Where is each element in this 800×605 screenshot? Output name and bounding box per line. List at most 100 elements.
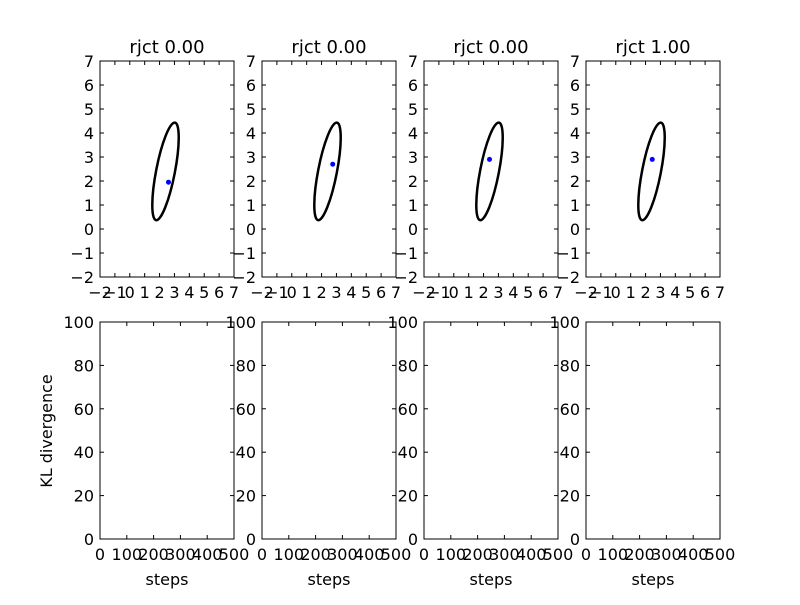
y-tick-label: 7 (84, 52, 94, 71)
ellipse-contour (151, 121, 180, 222)
y-tick-label: 80 (236, 356, 256, 375)
y-tick-label: 7 (246, 52, 256, 71)
x-tick-label: 100 (436, 545, 467, 564)
x-tick-label: 3 (331, 283, 341, 302)
ellipse-contour (637, 121, 666, 222)
x-tick-label: 1 (302, 283, 312, 302)
x-tick-label: −2 (88, 283, 112, 302)
y-tick-label: 6 (408, 76, 418, 95)
y-tick-label: 60 (560, 400, 580, 419)
y-tick-label: −2 (70, 268, 94, 287)
x-tick-label: 0 (287, 283, 297, 302)
x-tick-label: 3 (655, 283, 665, 302)
x-tick-label: 0 (611, 283, 621, 302)
y-tick-label: 3 (84, 148, 94, 167)
y-tick-label: 5 (246, 100, 256, 119)
x-tick-label: 200 (300, 545, 331, 564)
x-axis-label: steps (470, 570, 513, 589)
x-tick-label: 7 (553, 283, 563, 302)
y-tick-label: 4 (246, 124, 256, 143)
x-tick-label: 0 (581, 545, 591, 564)
x-tick-label: −2 (412, 283, 436, 302)
subplot-title: rjct 0.00 (291, 37, 366, 58)
x-tick-label: 5 (361, 283, 371, 302)
x-tick-label: −1 (589, 283, 613, 302)
y-tick-label: 40 (398, 443, 418, 462)
x-tick-label: 300 (165, 545, 196, 564)
x-tick-label: 6 (376, 283, 386, 302)
x-axis-label: steps (632, 570, 675, 589)
y-tick-label: 6 (246, 76, 256, 95)
y-tick-label: 100 (225, 313, 256, 332)
x-tick-label: 4 (508, 283, 518, 302)
y-tick-label: 20 (74, 487, 94, 506)
x-tick-label: 400 (354, 545, 385, 564)
data-point (330, 161, 336, 167)
x-tick-label: 6 (538, 283, 548, 302)
y-tick-label: 5 (84, 100, 94, 119)
axes-frame (99, 321, 235, 540)
y-tick-label: 4 (570, 124, 580, 143)
axes-frame (585, 321, 721, 540)
x-tick-label: 4 (670, 283, 680, 302)
x-tick-label: 2 (154, 283, 164, 302)
x-tick-label: 6 (214, 283, 224, 302)
y-tick-label: 80 (74, 356, 94, 375)
x-tick-label: 500 (381, 545, 412, 564)
y-tick-label: 40 (560, 443, 580, 462)
y-tick-label: 2 (84, 172, 94, 191)
x-axis-label: steps (146, 570, 189, 589)
x-tick-label: 1 (140, 283, 150, 302)
y-tick-label: 4 (408, 124, 418, 143)
x-tick-label: −2 (574, 283, 598, 302)
data-point (487, 156, 493, 162)
x-tick-label: 100 (112, 545, 143, 564)
axes-frame (99, 60, 235, 278)
y-tick-label: 0 (408, 220, 418, 239)
x-tick-label: −2 (250, 283, 274, 302)
y-axis-label: KL divergence (37, 374, 56, 487)
x-tick-label: 400 (678, 545, 709, 564)
y-tick-label: 60 (236, 400, 256, 419)
x-tick-label: 0 (419, 545, 429, 564)
y-tick-label: 2 (570, 172, 580, 191)
x-tick-label: 4 (346, 283, 356, 302)
x-tick-label: 100 (274, 545, 305, 564)
y-tick-label: 40 (74, 443, 94, 462)
subplot-title: rjct 1.00 (615, 37, 690, 58)
x-tick-label: 1 (626, 283, 636, 302)
y-tick-label: 80 (398, 356, 418, 375)
x-tick-label: 2 (640, 283, 650, 302)
x-tick-label: 2 (478, 283, 488, 302)
y-tick-label: 1 (570, 196, 580, 215)
x-tick-label: 400 (192, 545, 223, 564)
y-tick-label: 0 (246, 220, 256, 239)
x-tick-label: 5 (685, 283, 695, 302)
x-tick-label: 1 (464, 283, 474, 302)
x-tick-label: 500 (219, 545, 250, 564)
x-tick-label: 5 (523, 283, 533, 302)
x-tick-label: 0 (257, 545, 267, 564)
y-tick-label: −1 (70, 244, 94, 263)
y-tick-label: 3 (408, 148, 418, 167)
y-tick-label: 6 (84, 76, 94, 95)
y-tick-label: 0 (570, 220, 580, 239)
x-tick-label: 300 (651, 545, 682, 564)
ellipse-contour (313, 121, 342, 222)
y-tick-label: 60 (398, 400, 418, 419)
x-tick-label: 7 (229, 283, 239, 302)
y-tick-label: 1 (84, 196, 94, 215)
y-tick-label: 20 (236, 487, 256, 506)
y-tick-label: 7 (408, 52, 418, 71)
y-tick-label: 0 (408, 530, 418, 549)
y-tick-label: 5 (570, 100, 580, 119)
x-tick-label: 0 (449, 283, 459, 302)
x-tick-label: 4 (184, 283, 194, 302)
y-tick-label: 0 (84, 220, 94, 239)
